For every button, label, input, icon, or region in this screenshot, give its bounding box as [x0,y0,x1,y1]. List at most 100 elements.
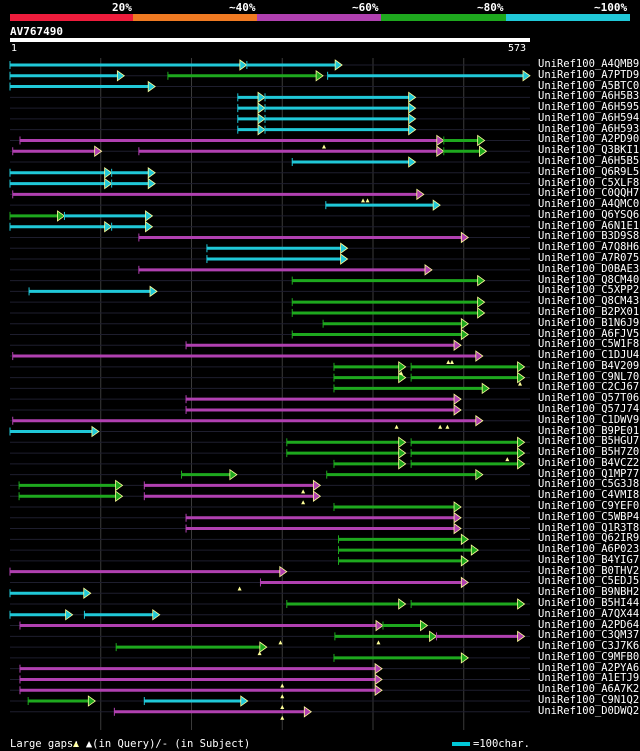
segment-arrowhead [420,619,429,632]
hit-label[interactable]: UniRef100_B4VCZ2 [538,456,640,469]
segment-arrowhead [517,630,526,643]
segment-arrowhead [517,436,526,449]
segment-arrowhead [517,361,526,373]
hit-label[interactable]: UniRef100_A6H5B5 [538,155,640,168]
segment-arrowhead [436,145,445,158]
hit-label[interactable]: UniRef100_B4YIG7 [538,553,640,566]
segment-arrowhead [91,425,100,438]
hit-label[interactable]: UniRef100_A7QX44 [538,607,640,620]
gap-marker-icon [438,424,443,429]
hit-label[interactable]: UniRef100_A6H593 [538,122,640,135]
hit-label[interactable]: UniRef100_Q6R9L5 [538,165,640,178]
hit-label[interactable]: UniRef100_Q57J74 [538,402,640,415]
hit-label[interactable]: UniRef100_A6H595 [538,101,640,114]
segment-arrowhead [477,307,486,319]
hit-label[interactable]: UniRef100_A2PD90 [538,133,640,146]
hit-label[interactable]: UniRef100_C5EDJ5 [538,575,640,588]
hit-label[interactable]: UniRef100_C5XLF8 [538,176,640,189]
segment-arrowhead [470,544,479,556]
segment-arrowhead [517,371,526,384]
hit-label[interactable]: UniRef100_C0QQH7 [538,187,640,200]
gap-marker-icon [237,586,242,591]
hit-label[interactable]: UniRef100_A4QMC0 [538,198,640,211]
gaps-legend: Large gaps: ▲(in Query)/- (in Subject) [10,738,251,750]
hit-label[interactable]: UniRef100_C9N1Q2 [538,694,640,707]
hit-label[interactable]: UniRef100_C9MFB0 [538,650,640,663]
hit-label[interactable]: UniRef100_A1ETJ9 [538,672,640,685]
hit-label[interactable]: UniRef100_A5BTC0 [538,79,640,92]
segment-arrowhead [522,70,531,82]
hit-label[interactable]: UniRef100_B9NBH2 [538,586,640,599]
hit-label[interactable]: UniRef100_A6N1E1 [538,219,640,232]
hit-label[interactable]: UniRef100_A7PTD9 [538,68,640,81]
gap-marker-icon [445,424,450,429]
hit-label[interactable]: UniRef100_A6A7K2 [538,683,640,696]
hit-label[interactable]: UniRef100_C9NL70 [538,370,640,383]
hit-label[interactable]: UniRef100_B5H7Z0 [538,446,640,459]
hit-label[interactable]: UniRef100_C2CJ67 [538,381,640,394]
hit-label[interactable]: UniRef100_Q62IR9 [538,532,640,545]
segment-arrowhead [116,70,126,82]
hit-label[interactable]: UniRef100_A2PYA6 [538,661,640,674]
hit-label[interactable]: UniRef100_B5HGU7 [538,435,640,448]
hit-label[interactable]: UniRef100_C3J7K6 [538,640,640,653]
legend-label-20: 20% [112,1,132,14]
hit-label[interactable]: UniRef100_B2PX01 [538,305,640,318]
gap-marker-icon [278,640,283,645]
segment-arrowhead [229,468,238,481]
segment-arrowhead [374,673,383,686]
gap-marker-icon [280,705,285,710]
segment-arrowhead [398,436,407,449]
hit-label[interactable]: UniRef100_B3D9S8 [538,230,640,243]
hit-label[interactable]: UniRef100_C5W1F8 [538,338,640,351]
hit-label[interactable]: UniRef100_C5WBP4 [538,510,640,523]
segment-arrowhead [453,511,462,524]
segment-arrowhead [517,598,526,610]
hit-label[interactable]: UniRef100_A7R075 [538,252,640,265]
hit-label[interactable]: UniRef100_D0BAE3 [538,262,640,275]
segment-arrowhead [481,382,490,395]
hit-label[interactable]: UniRef100_B1N6J9 [538,316,640,329]
hit-label[interactable]: UniRef100_B0THV2 [538,564,640,577]
scale-bar [452,742,470,746]
hit-label[interactable]: UniRef100_C1DJU4 [538,349,640,362]
segment-arrowhead [340,253,349,265]
segment-arrowhead [257,123,266,136]
segment-arrowhead [453,339,462,352]
hit-label[interactable]: UniRef100_Q1R3T8 [538,521,640,534]
hit-label[interactable]: UniRef100_Q8CM43 [538,295,640,308]
hit-label[interactable]: UniRef100_B4V209 [538,359,640,372]
hit-label[interactable]: UniRef100_Q3BKI1 [538,144,640,157]
segment-arrowhead [279,565,288,578]
hit-label[interactable]: UniRef100_C9YEF0 [538,499,640,512]
hit-label[interactable]: UniRef100_C5XPP2 [538,284,640,297]
segment-arrowhead [239,59,248,71]
segment-arrowhead [374,662,383,675]
hit-label[interactable]: UniRef100_Q6YSQ6 [538,208,640,221]
hit-label[interactable]: UniRef100_A6H5B3 [538,90,640,103]
hit-label[interactable]: UniRef100_C1DWV9 [538,413,640,426]
hit-label[interactable]: UniRef100_A6H594 [538,111,640,124]
hit-label[interactable]: UniRef100_Q8CM40 [538,273,640,286]
query-id: AV767490 [10,25,63,38]
hit-label[interactable]: UniRef100_A6P023 [538,543,640,556]
segment-arrowhead [408,113,417,125]
segment-arrowhead [475,414,484,427]
hit-label[interactable]: UniRef100_A2PD64 [538,618,640,631]
segment-arrowhead [429,630,438,643]
hit-label[interactable]: UniRef100_Q57T06 [538,392,640,405]
hit-label[interactable]: UniRef100_C5G3J8 [538,478,640,491]
segment-arrowhead [453,404,462,416]
hit-label[interactable]: UniRef100_D0DWQ2 [538,704,640,717]
hit-label[interactable]: UniRef100_A7Q8H6 [538,241,640,254]
hit-label[interactable]: UniRef100_A6FJV5 [538,327,640,340]
hit-label[interactable]: UniRef100_C4VMI8 [538,489,640,502]
gap-marker-icon [365,198,370,203]
hit-label[interactable]: UniRef100_C3QM37 [538,629,640,642]
hit-label[interactable]: UniRef100_A4QMB9 [538,58,640,70]
hit-label[interactable]: UniRef100_B9PE01 [538,424,640,437]
hit-label[interactable]: UniRef100_B5HI44 [538,597,640,609]
hit-label[interactable]: UniRef100_Q1MP77 [538,467,640,480]
segment-arrowhead [460,317,469,330]
ruler-start: 1 [11,43,18,54]
